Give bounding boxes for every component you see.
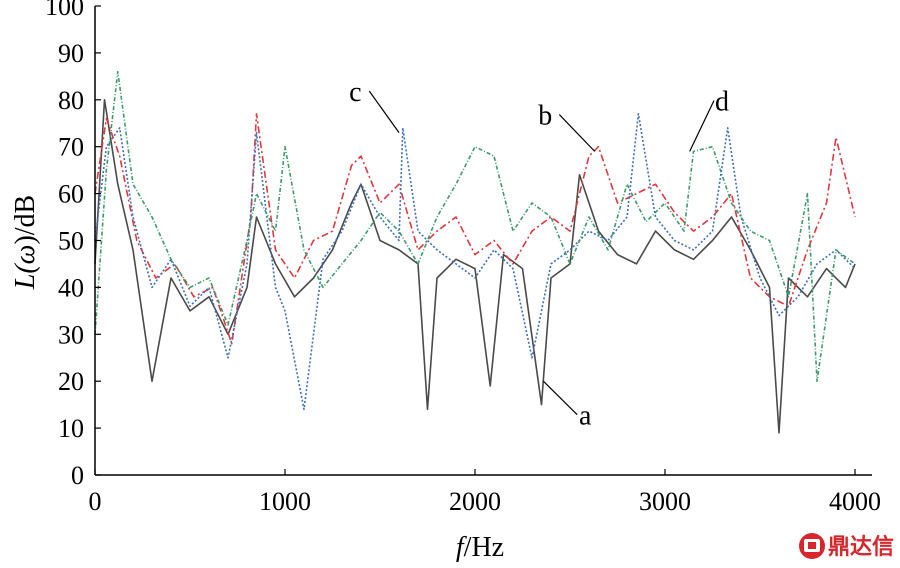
series-line-c [94, 113, 856, 411]
logo-badge-icon [799, 533, 825, 559]
callout-leader-c [368, 90, 400, 133]
callout-leader-a [542, 380, 578, 416]
y-tick-label: 70 [58, 133, 84, 162]
callout-label-b: b [538, 101, 552, 132]
x-tick-label: 2000 [449, 487, 501, 516]
plot-area: 0 1000 2000 3000 4000 0 10 20 30 40 50 60 70 80 90 100… [45, 0, 881, 516]
y-tick-label: 40 [58, 273, 84, 302]
x-axis-title: f/Hz [456, 532, 504, 563]
callouts: a b c d [349, 77, 729, 432]
callout-label-c: c [349, 77, 361, 108]
x-tick-label: 1000 [259, 487, 311, 516]
y-tick-label: 80 [58, 86, 84, 115]
y-axis-title: L(ω)/dB [10, 195, 41, 290]
y-tick-label: 0 [71, 461, 84, 490]
series-line-a [94, 99, 856, 434]
watermark: 鼎达信 [799, 533, 894, 560]
series-line-b [94, 113, 856, 345]
x-ticks: 0 1000 2000 3000 4000 [89, 469, 881, 516]
x-tick-label: 3000 [639, 487, 691, 516]
y-tick-label: 10 [58, 414, 84, 443]
series-line-d [94, 70, 856, 383]
callout-label-a: a [579, 401, 592, 432]
y-tick-label: 60 [58, 180, 84, 209]
y-ticks: 0 10 20 30 40 50 60 70 80 90 100 [45, 0, 101, 490]
y-tick-label: 50 [58, 227, 84, 256]
watermark-text: 鼎达信 [828, 534, 894, 560]
y-tick-label: 100 [45, 0, 84, 21]
y-tick-label: 30 [58, 320, 84, 349]
x-tick-label: 4000 [829, 487, 881, 516]
callout-leader-d [689, 100, 715, 152]
callout-label-d: d [715, 86, 729, 117]
callout-leader-b [558, 114, 596, 152]
y-tick-label: 20 [58, 367, 84, 396]
x-tick-label: 0 [89, 487, 102, 516]
series-layer [94, 70, 856, 434]
y-tick-label: 90 [58, 39, 84, 68]
